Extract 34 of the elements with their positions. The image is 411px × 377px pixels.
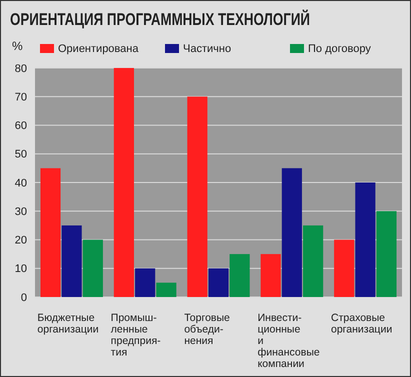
bar [40, 168, 61, 297]
bar [187, 96, 208, 297]
y-tick-label: 10 [14, 263, 27, 276]
y-tick-label: 50 [14, 148, 27, 161]
bar [135, 268, 156, 297]
x-tick-label: Промыш- ленные предприя- тия [110, 312, 162, 358]
bar [208, 268, 229, 297]
y-tick-label: 20 [14, 234, 27, 247]
y-tick-label: 80 [14, 62, 27, 75]
chart-title: ОРИЕНТАЦИЯ ПРОГРАММНЫХ ТЕХНОЛОГИЙ [10, 9, 393, 29]
bar [114, 68, 134, 297]
bar [303, 225, 324, 297]
bar [334, 240, 354, 297]
legend-label: По договору [308, 43, 372, 55]
x-tick-label: Бюджетные организации [37, 312, 99, 336]
y-tick-label: 30 [14, 206, 27, 218]
bar [62, 225, 82, 297]
y-tick-label: 60 [14, 120, 27, 132]
bar [230, 254, 250, 297]
legend-label: Ориентирована [58, 43, 140, 55]
bar [376, 211, 397, 297]
y-axis-title: % [12, 39, 23, 53]
legend-label: Частично [183, 43, 232, 55]
y-tick-label: 0 [20, 292, 27, 304]
bar [82, 240, 103, 297]
x-tick-label: Страховые организации [331, 312, 392, 336]
x-tick-label: Торговые объеди- нения [184, 312, 230, 347]
x-tick-label: Инвести- ционные и финансовые компании [258, 312, 320, 370]
y-tick-label: 70 [14, 91, 27, 104]
bar [282, 168, 302, 297]
bar [355, 182, 376, 297]
bar [156, 282, 176, 297]
y-tick-label: 40 [14, 177, 27, 190]
bar [260, 254, 281, 297]
